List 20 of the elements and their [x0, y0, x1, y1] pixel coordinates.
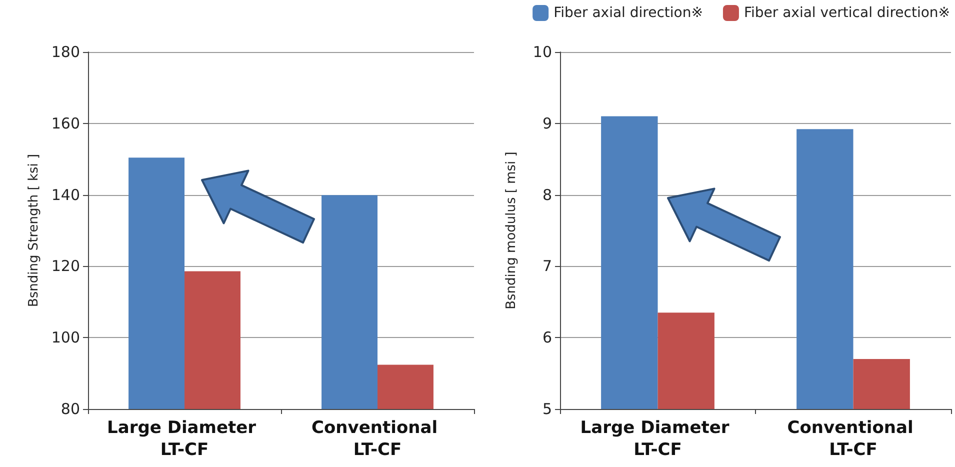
legend-label: Fiber axial direction※	[554, 5, 703, 21]
x-tick-label: Conventional LT-CF	[787, 418, 920, 460]
y-tick-label: 80	[60, 400, 80, 418]
y-tick-label: 9	[542, 114, 552, 132]
x-tick-label: Large Diameter LT-CF	[580, 418, 736, 460]
legend-label: Fiber axial vertical direction※	[744, 5, 950, 21]
y-tick-label: 120	[51, 257, 80, 276]
y-tick-label: 10	[532, 43, 552, 61]
x-tick-label: Conventional LT-CF	[312, 418, 444, 460]
y-tick-label: 180	[51, 43, 80, 61]
y-axis-title: Bsnding Strength [ ksi ]	[26, 154, 42, 308]
y-tick-label: 6	[542, 328, 552, 347]
y-tick-label: 5	[542, 400, 552, 418]
y-tick-label: 160	[51, 114, 80, 132]
y-tick-label: 100	[51, 328, 80, 347]
y-axis-title: Bsnding modulus [ msi ]	[504, 152, 519, 310]
y-tick-label: 7	[542, 257, 552, 276]
x-tick-label: Large Diameter LT-CF	[107, 418, 262, 460]
y-tick-label: 8	[542, 186, 552, 204]
y-tick-label: 140	[51, 186, 80, 204]
